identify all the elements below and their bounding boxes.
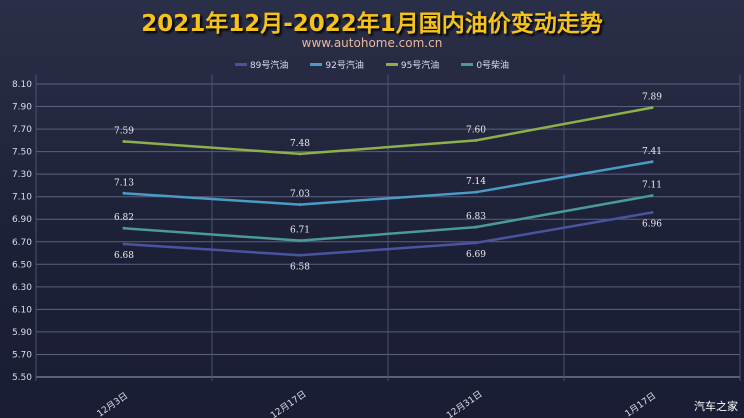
series-line (123, 106, 653, 156)
data-label: 7.11 (642, 181, 662, 191)
data-label: 6.82 (114, 213, 134, 223)
x-tick-label: 12月17日 (269, 389, 309, 418)
y-tick-label: 6.70 (12, 238, 32, 248)
data-point (474, 138, 478, 142)
data-label: 7.41 (642, 147, 662, 157)
legend-swatch (234, 63, 247, 66)
series-line (123, 160, 653, 206)
data-label: 7.03 (290, 190, 310, 200)
x-tick-label: 12月31日 (445, 389, 485, 418)
y-tick-label: 6.30 (12, 283, 32, 293)
y-tick-label: 7.90 (12, 103, 32, 113)
data-point (298, 239, 302, 243)
y-tick-label: 5.50 (12, 373, 32, 383)
legend-swatch (385, 63, 398, 66)
y-tick-label: 7.50 (12, 148, 32, 158)
legend-item[interactable]: 92号汽油 (310, 58, 364, 71)
x-tick-label: 12月3日 (95, 390, 130, 418)
data-label: 6.96 (642, 219, 662, 229)
y-tick-label: 6.90 (12, 215, 32, 225)
legend-label: 0号柴油 (476, 61, 510, 71)
chart-subtitle: www.autohome.com.cn (301, 36, 443, 50)
data-label: 7.60 (466, 125, 486, 135)
legend-label: 89号汽油 (249, 61, 289, 71)
y-tick-label: 5.70 (12, 350, 32, 360)
legend-item[interactable]: 89号汽油 (234, 58, 289, 71)
data-label: 7.89 (642, 93, 662, 103)
series-line (123, 211, 653, 257)
legend-item[interactable]: 0号柴油 (461, 58, 509, 71)
y-tick-label: 6.50 (12, 260, 32, 270)
y-tick-label: 7.10 (12, 193, 32, 203)
legend-swatch (310, 63, 323, 66)
legend-label: 95号汽油 (400, 61, 440, 71)
legend-label: 92号汽油 (325, 61, 364, 71)
y-tick-label: 6.10 (12, 305, 32, 315)
data-point (474, 241, 478, 245)
data-point (474, 190, 478, 194)
data-point (650, 160, 654, 164)
data-point (474, 225, 478, 229)
data-label: 7.14 (466, 177, 486, 187)
data-point (298, 203, 302, 207)
data-point (122, 226, 126, 230)
legend-item[interactable]: 95号汽油 (385, 58, 440, 71)
data-label: 6.69 (466, 250, 486, 260)
x-tick-label: 1月17日 (623, 390, 658, 418)
data-point (122, 139, 126, 143)
y-tick-label: 8.10 (12, 80, 32, 90)
y-tick-label: 7.70 (12, 125, 32, 135)
legend-swatch (461, 63, 474, 66)
chart-title: 2021年12月-2022年1月国内油价变动走势 (141, 11, 603, 37)
series-line (123, 194, 653, 242)
watermark: 汽车之家 (694, 400, 738, 413)
y-tick-label: 5.90 (12, 328, 32, 338)
data-point (650, 210, 654, 214)
data-label: 6.58 (290, 262, 310, 272)
data-label: 7.59 (114, 126, 134, 136)
data-point (298, 253, 302, 257)
data-point (298, 152, 302, 156)
y-tick-label: 7.30 (12, 170, 32, 180)
data-label: 6.71 (290, 226, 310, 236)
data-label: 6.83 (466, 212, 486, 222)
data-label: 7.48 (290, 139, 310, 149)
data-point (650, 194, 654, 198)
data-point (122, 242, 126, 246)
legend: 89号汽油 92号汽油 95号汽油 0号柴油 (0, 58, 744, 71)
data-point (122, 191, 126, 195)
data-label: 6.68 (114, 251, 134, 261)
data-point (650, 106, 654, 110)
data-label: 7.13 (114, 178, 134, 188)
